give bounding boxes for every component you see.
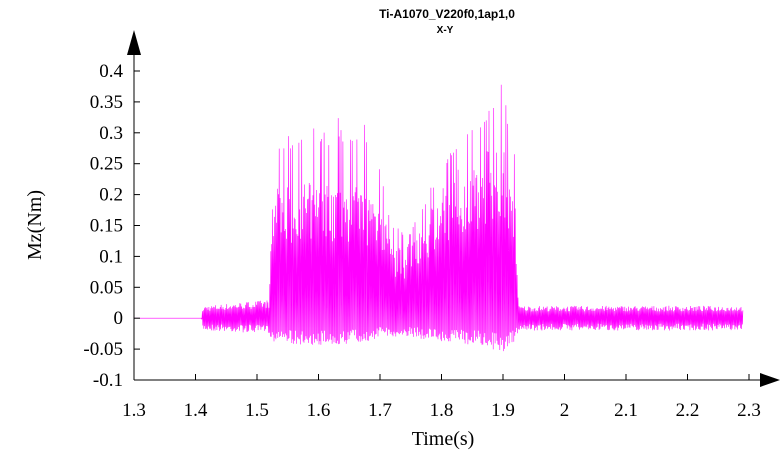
x-tick-label: 1.6 bbox=[307, 400, 331, 421]
x-axis-label: Time(s) bbox=[412, 428, 475, 450]
x-tick-label: 1.9 bbox=[491, 400, 515, 421]
tick-layer: 1.3 1.4 1.5 1.6 1.7 1.8 1.9 2 2.1 2.2 2.3 0.4 0.35 0.… bbox=[83, 61, 760, 421]
y-tick-label: 0.35 bbox=[90, 92, 123, 113]
y-tick-label: 0.15 bbox=[90, 216, 123, 237]
y-tick-label: 0.25 bbox=[90, 154, 123, 175]
y-tick-label: 0.4 bbox=[99, 61, 123, 82]
x-tick-label: 1.5 bbox=[245, 400, 269, 421]
chart-title: Ti-A1070_V220f0,1ap1,0 bbox=[379, 7, 515, 21]
x-axis-arrow bbox=[760, 373, 780, 387]
y-tick-label: 0.2 bbox=[99, 185, 123, 206]
x-tick-label: 1.8 bbox=[430, 400, 454, 421]
y-tick-label: -0.1 bbox=[93, 370, 123, 391]
y-axis-label: Mz(Nm) bbox=[24, 190, 46, 260]
x-tick-label: 1.3 bbox=[122, 400, 146, 421]
y-tick-label: 0.1 bbox=[99, 246, 123, 267]
y-axis-arrow bbox=[127, 30, 141, 55]
x-tick-label: 2.1 bbox=[614, 400, 638, 421]
y-tick-label: 0 bbox=[114, 308, 124, 329]
y-tick-label: 0.05 bbox=[90, 277, 123, 298]
x-tick-label: 2.2 bbox=[676, 400, 700, 421]
x-tick-label: 2 bbox=[560, 400, 570, 421]
y-tick-label: 0.3 bbox=[99, 123, 123, 144]
y-tick-label: -0.05 bbox=[83, 339, 123, 360]
signal-series-line bbox=[134, 84, 744, 352]
x-tick-label: 1.7 bbox=[368, 400, 392, 421]
chart-subtitle: X-Y bbox=[437, 25, 454, 36]
signal-layer bbox=[134, 84, 744, 352]
x-tick-label: 2.3 bbox=[737, 400, 761, 421]
x-tick-label: 1.4 bbox=[184, 400, 208, 421]
